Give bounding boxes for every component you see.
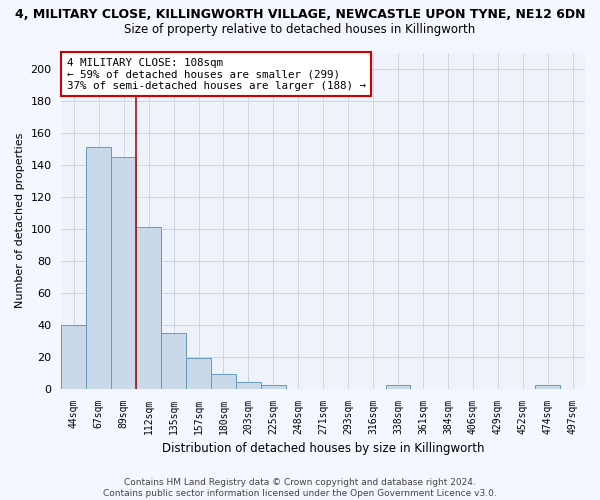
Text: Size of property relative to detached houses in Killingworth: Size of property relative to detached ho… — [124, 22, 476, 36]
Text: 4 MILITARY CLOSE: 108sqm
← 59% of detached houses are smaller (299)
37% of semi-: 4 MILITARY CLOSE: 108sqm ← 59% of detach… — [67, 58, 365, 90]
Bar — [386, 386, 410, 388]
Bar — [261, 386, 286, 388]
X-axis label: Distribution of detached houses by size in Killingworth: Distribution of detached houses by size … — [162, 442, 484, 455]
Bar — [211, 374, 236, 388]
Bar — [111, 156, 136, 388]
Bar — [86, 147, 111, 388]
Bar — [136, 227, 161, 388]
Bar — [161, 332, 186, 388]
Text: Contains HM Land Registry data © Crown copyright and database right 2024.
Contai: Contains HM Land Registry data © Crown c… — [103, 478, 497, 498]
Bar — [535, 386, 560, 388]
Bar — [186, 358, 211, 388]
Y-axis label: Number of detached properties: Number of detached properties — [15, 133, 25, 308]
Text: 4, MILITARY CLOSE, KILLINGWORTH VILLAGE, NEWCASTLE UPON TYNE, NE12 6DN: 4, MILITARY CLOSE, KILLINGWORTH VILLAGE,… — [15, 8, 585, 20]
Bar — [61, 324, 86, 388]
Bar — [236, 382, 261, 388]
